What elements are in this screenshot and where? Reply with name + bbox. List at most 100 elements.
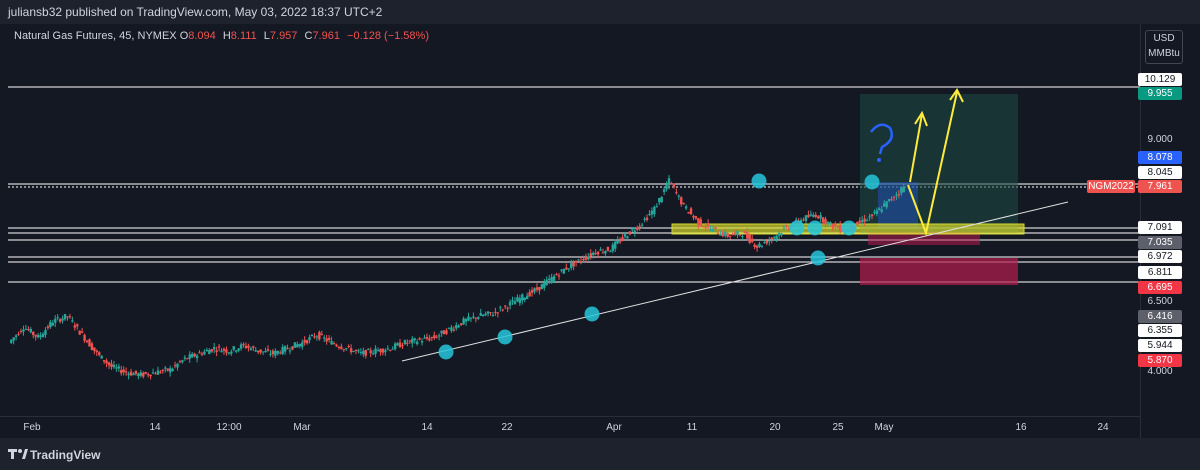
candle [477,317,480,319]
candle [672,183,676,188]
candle [105,360,108,364]
candle [599,249,602,251]
candle [411,338,414,344]
time-tick-label: 14 [421,422,433,433]
candle [765,240,769,244]
candle [614,241,617,249]
candle [107,362,111,366]
candle [154,373,157,375]
candle [609,251,612,253]
candle [345,348,348,350]
candle [516,297,519,302]
candle [892,196,896,198]
candle [406,342,409,344]
candle [692,215,695,218]
candle [481,314,485,317]
candle [88,339,91,347]
touch-point [789,220,805,236]
candle [900,187,903,194]
candle [567,268,570,270]
candle [227,352,231,354]
candle [66,316,69,318]
candle [494,311,497,313]
candle [100,355,103,359]
candle [731,233,734,236]
low-value: 7.957 [269,30,298,42]
candle [782,228,786,230]
candle [675,192,678,194]
candle [41,333,45,338]
candle [560,269,563,271]
price-label: 6.811 [1138,266,1182,279]
candle [396,343,399,346]
candle [132,373,135,376]
time-tick-label: 22 [501,422,513,433]
price-label: 10.129 [1138,73,1182,86]
candle [420,341,424,343]
currency-button[interactable]: USD MMBtu [1145,30,1183,64]
candle [442,330,446,335]
candle [10,339,13,343]
candle [401,345,404,347]
candle [506,307,509,309]
candle [12,337,15,341]
candle [538,287,541,291]
candle [291,346,294,350]
candle [760,245,764,247]
candle [875,210,879,215]
candle [821,217,825,223]
candle [376,350,380,352]
candle [738,234,742,236]
price-label: 7.961 [1138,180,1182,193]
candle [533,288,536,292]
candle [518,298,522,304]
candle [489,312,492,314]
candle [122,369,125,373]
candle [93,347,96,351]
candle [369,350,372,354]
price-label: 6.500 [1147,296,1173,307]
candle [428,338,431,341]
time-axis[interactable]: Feb 14 12:00 Mar 14 22 Apr 11 20 25 May 16 24 [0,416,1140,439]
candle [650,210,654,215]
candle [80,331,84,333]
candle [56,317,59,319]
candle [486,311,490,314]
candle [831,224,835,229]
candle [807,214,810,218]
candle [464,319,468,322]
candle [425,336,429,339]
candle [592,252,595,256]
candle [694,216,698,219]
candle [323,337,326,339]
candle [359,351,363,353]
candle [181,360,184,363]
candle [736,230,739,236]
candle [288,350,292,352]
candle [371,353,375,355]
currency-usd: USD [1153,33,1175,44]
candle [530,290,534,293]
candle [584,256,588,260]
candle [239,344,243,349]
candle [611,244,614,252]
candle [562,268,566,274]
candle [709,229,712,231]
candle [164,367,167,369]
candle [758,243,761,247]
candle [349,348,353,353]
publisher-text: juliansb32 published on TradingView.com,… [8,5,383,19]
candle [146,374,150,376]
candle [95,350,99,353]
price-chart[interactable] [0,24,1140,430]
candle [804,215,808,221]
candle [447,327,451,329]
candle [472,316,475,318]
candle [203,351,206,355]
candle [699,219,703,226]
candle [212,347,216,350]
price-label: 6.355 [1138,324,1182,337]
candle [868,216,871,218]
price-label: 5.944 [1138,339,1182,352]
candle [714,227,717,229]
